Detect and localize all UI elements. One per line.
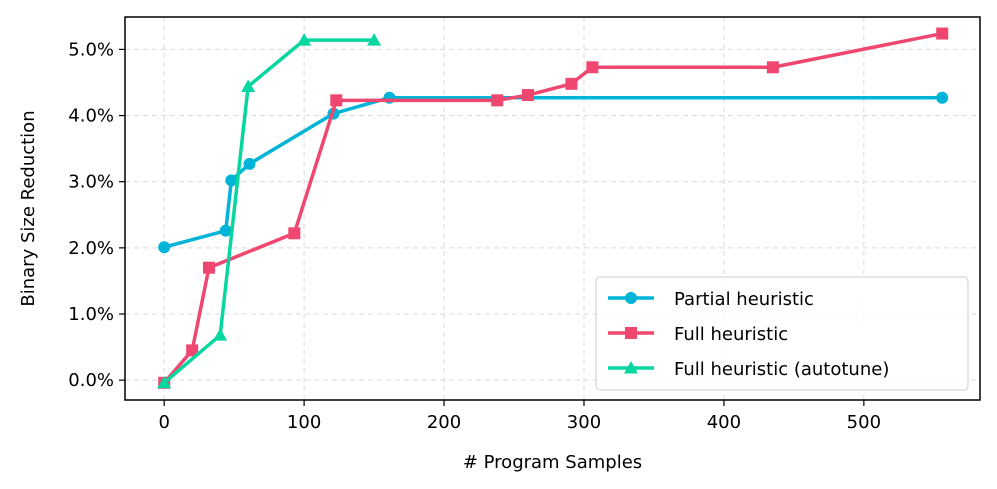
y-tick-label: 0.0%	[68, 370, 114, 391]
legend-swatch-marker	[625, 327, 637, 339]
y-tick-label: 3.0%	[68, 172, 114, 193]
data-point	[367, 33, 382, 46]
data-point	[213, 328, 228, 341]
legend-swatch-marker	[625, 292, 637, 304]
data-point	[586, 61, 599, 74]
ticks: 0 100 200 300 400 500 0.0% 1.0% 2.0% 3.0% 4.0% 5.0%	[68, 39, 881, 433]
x-tick-label: 400	[707, 412, 741, 433]
series-layer	[157, 27, 949, 389]
data-point	[766, 61, 779, 74]
data-point	[243, 157, 256, 170]
legend-item: Full heuristic	[608, 324, 788, 345]
x-tick-label: 0	[158, 412, 169, 433]
data-point	[157, 375, 172, 389]
y-tick-label: 2.0%	[68, 238, 114, 259]
data-point	[241, 79, 256, 92]
data-point	[491, 94, 504, 107]
legend-label: Full heuristic (autotune)	[674, 359, 889, 380]
series-3	[157, 33, 382, 389]
legend-label: Partial heuristic	[674, 289, 814, 310]
plot-frame	[124, 16, 981, 401]
data-point	[936, 27, 949, 40]
x-tick-label: 100	[287, 412, 321, 433]
x-tick-label: 300	[567, 412, 601, 433]
data-point	[565, 77, 578, 90]
x-axis-label: # Program Samples	[463, 452, 642, 473]
data-point	[288, 227, 301, 240]
data-point	[158, 241, 171, 254]
series-2	[158, 27, 949, 389]
data-point	[186, 344, 199, 357]
data-point	[297, 33, 312, 46]
data-point	[202, 261, 215, 274]
y-tick-label: 4.0%	[68, 106, 114, 127]
data-point	[225, 174, 238, 187]
data-point	[330, 94, 343, 107]
y-tick-label: 5.0%	[68, 39, 114, 60]
data-point	[219, 224, 232, 237]
legend-swatch-marker	[624, 361, 638, 374]
data-point	[522, 89, 535, 102]
y-axis-label: Binary Size Reduction	[18, 110, 39, 306]
y-tick-label: 1.0%	[68, 304, 114, 325]
x-tick-label: 200	[427, 412, 461, 433]
legend-item: Full heuristic (autotune)	[608, 359, 889, 380]
legend-label: Full heuristic	[674, 324, 788, 345]
legend-box	[595, 276, 969, 391]
legend: Partial heuristic Full heuristic Full heur…	[595, 276, 969, 391]
x-tick-label: 500	[847, 412, 881, 433]
data-point	[936, 91, 949, 104]
legend-item: Partial heuristic	[608, 289, 814, 310]
